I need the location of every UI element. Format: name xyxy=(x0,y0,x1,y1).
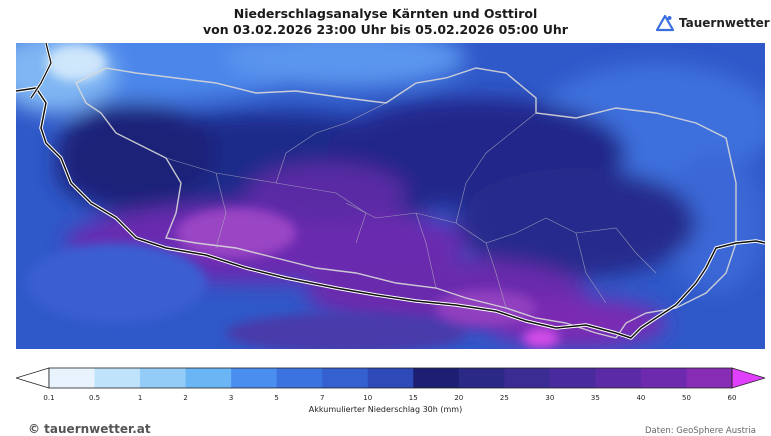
colorbar-cell xyxy=(686,368,733,388)
colorbar-tick-label: 30 xyxy=(545,394,555,402)
colorbar-cell xyxy=(231,368,278,388)
colorbar-tick-label: 25 xyxy=(499,394,509,402)
colorbar-tick-label: 1 xyxy=(137,394,143,402)
colorbar-cell xyxy=(140,368,187,388)
colorbar-ticks: 0.1 0.5 1 2 3 5 7 10 15 20 25 30 35 40 50 60 xyxy=(0,394,771,404)
colorbar-frame xyxy=(48,367,733,389)
map-title: Niederschlagsanalyse Kärnten und Osttiro… xyxy=(0,6,771,38)
colorbar-under-triangle xyxy=(16,367,50,389)
colorbar-cell xyxy=(49,368,96,388)
colorbar-cell xyxy=(94,368,141,388)
colorbar-cell xyxy=(185,368,232,388)
colorbar-tick-label: 50 xyxy=(681,394,691,402)
copyright-text: © tauernwetter.at xyxy=(28,422,151,436)
colorbar-tick-label: 15 xyxy=(408,394,418,402)
title-line-2: von 03.02.2026 23:00 Uhr bis 05.02.2026 … xyxy=(203,22,568,37)
colorbar-cell xyxy=(458,368,505,388)
title-line-1: Niederschlagsanalyse Kärnten und Osttiro… xyxy=(233,6,538,21)
colorbar-cell xyxy=(595,368,642,388)
colorbar-over-triangle xyxy=(731,367,765,389)
colorbar-tick-label: 0.1 xyxy=(43,394,55,402)
colorbar-cell xyxy=(504,368,551,388)
colorbar-tick-label: 60 xyxy=(727,394,737,402)
triangle-mountain-icon xyxy=(655,14,675,32)
colorbar-cell xyxy=(276,368,323,388)
colorbar-cell xyxy=(322,368,369,388)
colorbar-cell xyxy=(640,368,687,388)
colorbar-tick-label: 35 xyxy=(590,394,600,402)
logo-text: Tauernwetter xyxy=(679,16,770,30)
colorbar-cell xyxy=(549,368,596,388)
colorbar-tick-label: 5 xyxy=(274,394,279,402)
colorbar xyxy=(16,367,765,389)
colorbar-cell xyxy=(413,368,460,388)
data-source-text: Daten: GeoSphere Austria xyxy=(645,426,756,436)
brand-logo[interactable]: Tauernwetter xyxy=(655,14,770,32)
precipitation-map[interactable] xyxy=(16,43,765,349)
colorbar-tick-label: 0.5 xyxy=(88,394,101,402)
colorbar-label: Akkumulierter Niederschlag 30h (mm) xyxy=(308,405,463,414)
colorbar-tick-label: 10 xyxy=(363,394,373,402)
colorbar-tick-label: 3 xyxy=(228,394,234,402)
colorbar-cell xyxy=(367,368,414,388)
colorbar-tick-label: 40 xyxy=(636,394,646,402)
colorbar-tick-label: 2 xyxy=(183,394,188,402)
colorbar-tick-label: 20 xyxy=(454,394,464,402)
colorbar-tick-label: 7 xyxy=(319,394,325,402)
map-canvas xyxy=(16,43,765,349)
